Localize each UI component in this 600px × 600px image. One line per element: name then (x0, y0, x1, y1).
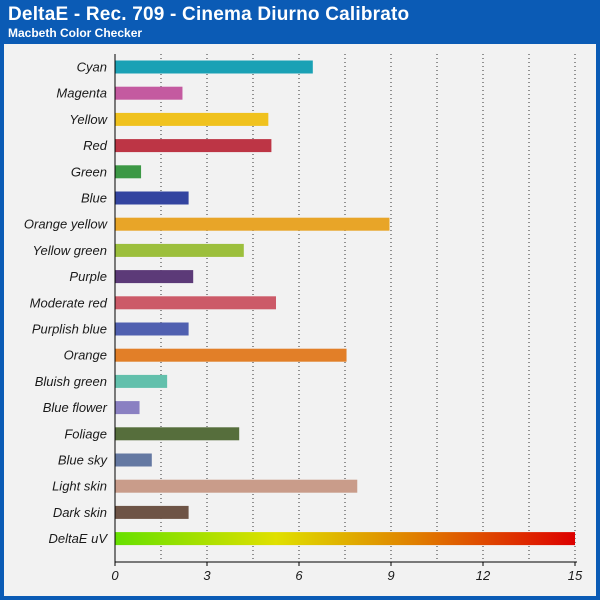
bar-chart: Cyan Magenta Yellow Red Green Blue Orange yell… (24, 54, 583, 583)
category-label: Moderate red (30, 295, 108, 310)
bar (115, 479, 358, 493)
bar (115, 401, 140, 415)
category-label: Orange (64, 348, 107, 363)
category-label: Dark skin (53, 505, 107, 520)
category-label: Purple (69, 269, 107, 284)
bar (115, 139, 272, 153)
bar (115, 427, 240, 441)
bar (115, 453, 152, 467)
x-tick-label: 15 (568, 568, 583, 583)
category-label: Magenta (56, 86, 107, 101)
category-label: DeltaE uV (48, 531, 108, 546)
bar (115, 532, 575, 546)
category-labels: Cyan Magenta Yellow Red Green Blue Orange yell… (24, 60, 109, 547)
bar (115, 374, 168, 388)
bar (115, 112, 269, 126)
category-label: Blue sky (58, 453, 109, 468)
bars-group (115, 60, 575, 546)
x-tick-label: 0 (111, 568, 119, 583)
bar (115, 86, 183, 100)
category-label: Foliage (64, 426, 107, 441)
category-label: Red (83, 138, 108, 153)
x-axis: 0 3 6 9 12 15 (111, 54, 583, 583)
chart-title: DeltaE - Rec. 709 - Cinema Diurno Calibr… (8, 4, 410, 25)
chart-panel: Cyan Magenta Yellow Red Green Blue Orange yell… (4, 44, 596, 596)
category-label: Orange yellow (24, 217, 109, 232)
bar (115, 60, 313, 74)
bar (115, 296, 276, 310)
category-label: Green (71, 164, 107, 179)
bar (115, 348, 347, 362)
bar (115, 270, 194, 284)
bar (115, 243, 244, 257)
x-tick-label: 6 (295, 568, 303, 583)
category-label: Blue flower (43, 400, 108, 415)
category-label: Bluish green (35, 374, 107, 389)
category-label: Cyan (77, 60, 107, 75)
bar (115, 505, 189, 519)
bar (115, 217, 390, 231)
category-label: Yellow green (33, 243, 107, 258)
category-label: Light skin (52, 479, 107, 494)
x-tick-label: 3 (203, 568, 211, 583)
category-label: Yellow (69, 112, 108, 127)
bar (115, 322, 189, 336)
x-tick-label: 12 (476, 568, 491, 583)
grid-lines (160, 54, 576, 562)
category-label: Blue (81, 191, 107, 206)
bar (115, 191, 189, 205)
category-label: Purplish blue (32, 322, 107, 337)
chart-header: DeltaE - Rec. 709 - Cinema Diurno Calibr… (0, 0, 600, 44)
bar (115, 165, 142, 179)
x-tick-label: 9 (387, 568, 394, 583)
chart-subtitle: Macbeth Color Checker (8, 26, 143, 40)
